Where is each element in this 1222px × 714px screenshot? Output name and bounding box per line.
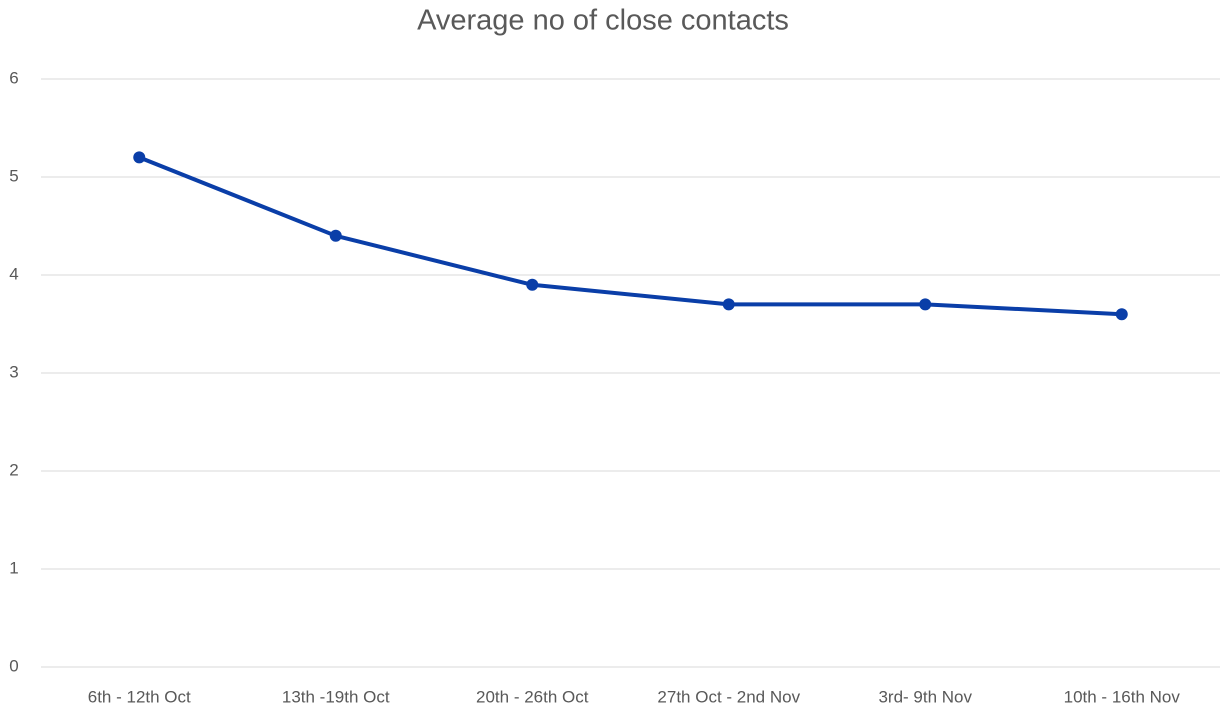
x-tick-label: 13th -19th Oct [282,687,390,706]
x-tick-label: 20th - 26th Oct [476,687,589,706]
point [722,298,735,311]
y-tick-label: 2 [9,460,18,479]
x-tick-label: 27th Oct - 2nd Nov [657,687,800,706]
point [133,151,146,164]
point [526,278,539,291]
x-tick-label: 6th - 12th Oct [88,687,191,706]
y-tick-label: 4 [9,264,18,283]
point [1115,308,1128,321]
y-tick-label: 6 [9,68,18,87]
x-tick-label: 10th - 16th Nov [1064,687,1181,706]
x-tick-label: 3rd- 9th Nov [878,687,972,706]
y-tick-label: 5 [9,166,18,185]
y-tick-label: 0 [9,656,18,675]
chart-title: Average no of close contacts [417,5,789,37]
y-tick-label: 3 [9,362,18,381]
series-line [138,155,1122,317]
point [329,229,342,242]
point [919,298,932,311]
y-tick-label: 1 [9,558,18,577]
